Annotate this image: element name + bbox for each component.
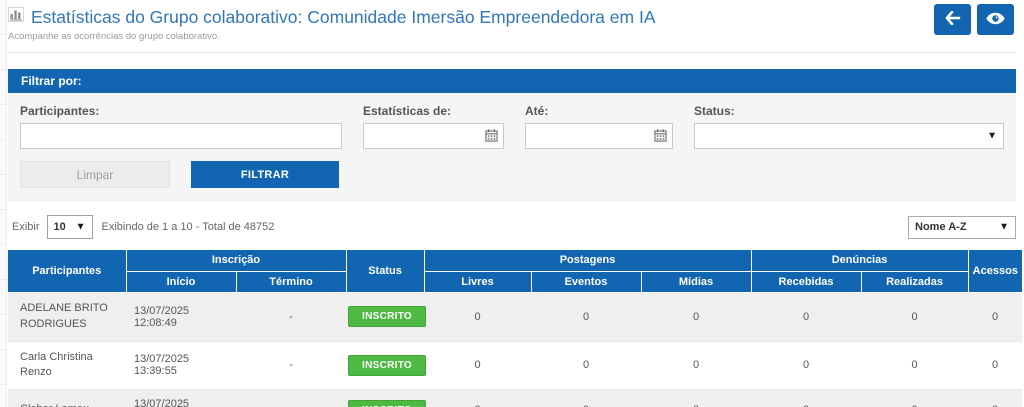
page-edge-strip xyxy=(0,0,7,407)
stats-to-label: Até: xyxy=(525,104,549,119)
participants-field-group: Participantes: xyxy=(20,100,342,150)
page-size-select[interactable]: 10 xyxy=(46,215,93,240)
back-arrow-icon xyxy=(945,10,961,28)
cell-accesses: 0 xyxy=(968,292,1023,342)
cell-free: 0 xyxy=(424,292,531,342)
filter-button[interactable]: FILTRAR xyxy=(191,161,339,189)
col-header-received: Recebidas xyxy=(750,270,862,293)
results-summary: Exibindo de 1 a 10 - Total de 48752 xyxy=(101,221,275,234)
table-row: Cleber Lameu13/07/2025 11:31:03-INSCRITO… xyxy=(8,389,1023,407)
cell-name: ADELANE BRITO RODRIGUES xyxy=(8,292,126,342)
col-header-participants: Participantes xyxy=(8,250,127,293)
filter-panel-body: Participantes: Estatísticas de: xyxy=(8,93,1016,203)
col-header-events: Eventos xyxy=(530,270,642,293)
status-badge: INSCRITO xyxy=(348,399,426,407)
page-title: Estatísticas do Grupo colaborativo: Comu… xyxy=(31,7,656,27)
cell-end: - xyxy=(236,292,346,342)
cell-made: 0 xyxy=(861,292,969,342)
table-row: ADELANE BRITO RODRIGUES 13/07/2025 12:08:… xyxy=(8,292,1023,342)
stats-to-field-group: Até: xyxy=(525,100,673,150)
table-row: Carla Christina Renzo 13/07/2025 13:39:55… xyxy=(8,341,1023,391)
eye-icon xyxy=(986,12,1005,28)
col-header-start: Início xyxy=(125,270,237,293)
cell-end: - xyxy=(236,341,346,391)
cell-end: - xyxy=(236,389,346,407)
filter-panel-title: Filtrar por: xyxy=(8,69,1016,94)
stats-from-input[interactable] xyxy=(363,123,504,150)
stats-from-field-group: Estatísticas de: xyxy=(363,100,504,150)
list-controls: Exibir 10 ▼ Exibindo de 1 a 10 - Total d… xyxy=(8,215,1016,240)
cell-name: Carla Christina Renzo xyxy=(8,341,126,391)
stats-from-label: Estatísticas de: xyxy=(363,104,452,119)
col-group-reports: Denúncias xyxy=(750,250,969,272)
view-button[interactable] xyxy=(977,4,1014,35)
col-group-posts: Postagens xyxy=(423,250,752,272)
status-select[interactable] xyxy=(694,123,1004,150)
status-field-group: Status: ▼ xyxy=(694,100,1004,150)
cell-media: 0 xyxy=(641,389,752,407)
stats-to-input[interactable] xyxy=(525,123,673,150)
cell-events: 0 xyxy=(531,389,641,407)
header-actions xyxy=(934,4,1014,35)
cell-name: Cleber Lameu xyxy=(8,389,126,407)
col-header-end: Término xyxy=(235,270,347,293)
statistics-table: Participantes Inscrição Status Postagens… xyxy=(8,250,1023,407)
cell-made: 0 xyxy=(861,389,969,407)
cell-status: INSCRITO xyxy=(346,292,426,342)
table-body: ADELANE BRITO RODRIGUES 13/07/2025 12:08:… xyxy=(8,292,1023,407)
cell-free: 0 xyxy=(424,341,531,391)
page-header: Estatísticas do Grupo colaborativo: Comu… xyxy=(8,0,1016,54)
col-header-made: Realizadas xyxy=(860,270,969,293)
cell-status: INSCRITO xyxy=(346,389,426,407)
cell-made: 0 xyxy=(861,341,969,391)
bar-chart-icon xyxy=(8,7,24,27)
participants-label: Participantes: xyxy=(20,104,100,119)
cell-media: 0 xyxy=(641,341,752,391)
clear-button[interactable]: Limpar xyxy=(20,161,170,189)
sort-select[interactable]: Nome A-Z xyxy=(908,215,1016,239)
cell-events: 0 xyxy=(531,341,641,391)
participants-input[interactable] xyxy=(20,123,342,150)
status-label: Status: xyxy=(694,104,735,119)
page-subtitle: Acompanhe as ocorrências do grupo colabo… xyxy=(8,31,220,43)
cell-start: 13/07/2025 12:08:49 xyxy=(126,292,236,342)
col-header-free: Livres xyxy=(423,270,532,293)
col-header-accesses: Acessos xyxy=(967,250,1023,293)
table-header: Participantes Inscrição Status Postagens… xyxy=(8,250,1023,293)
col-header-media: Mídias xyxy=(640,270,752,293)
cell-media: 0 xyxy=(641,292,752,342)
col-group-inscription: Inscrição xyxy=(125,250,347,272)
cell-accesses: 0 xyxy=(968,389,1023,407)
cell-accesses: 0 xyxy=(968,341,1023,391)
main-content: Estatísticas do Grupo colaborativo: Comu… xyxy=(8,0,1023,407)
back-button[interactable] xyxy=(934,4,971,35)
col-header-status: Status xyxy=(345,250,425,293)
filter-panel: Filtrar por: Participantes: Estatísticas… xyxy=(8,69,1016,203)
status-badge: INSCRITO xyxy=(348,306,426,328)
cell-events: 0 xyxy=(531,292,641,342)
cell-received: 0 xyxy=(751,292,862,342)
cell-free: 0 xyxy=(424,389,531,407)
cell-received: 0 xyxy=(751,389,862,407)
cell-status: INSCRITO xyxy=(346,341,426,391)
cell-start: 13/07/2025 13:39:55 xyxy=(126,341,236,391)
cell-received: 0 xyxy=(751,341,862,391)
show-label: Exibir xyxy=(12,221,40,234)
cell-start: 13/07/2025 11:31:03 xyxy=(126,389,236,407)
status-badge: INSCRITO xyxy=(348,354,426,376)
